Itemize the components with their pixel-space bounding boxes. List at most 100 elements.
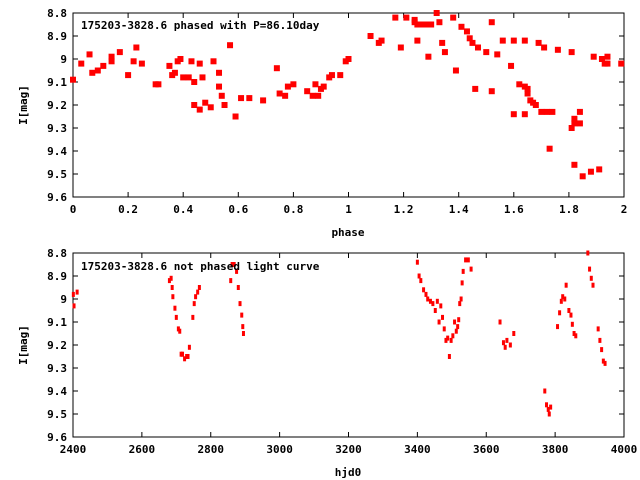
phased-data-point [196, 60, 203, 67]
phased-data-point [535, 39, 542, 46]
unphased-data-point [241, 331, 245, 336]
unphased-data-point [545, 402, 549, 408]
phased-x-tick-label: 0.2 [118, 203, 138, 216]
unphased-data-point [444, 337, 448, 343]
phased-data-point [337, 72, 344, 79]
unphased-x-tick-label: 3400 [404, 443, 431, 456]
unphased-data-point [437, 319, 441, 325]
phased-x-tick-label: 1.8 [559, 203, 579, 216]
unphased-data-point [456, 324, 460, 330]
phased-data-point [171, 69, 178, 76]
unphased-data-point [589, 275, 593, 281]
phased-data-point [425, 53, 432, 60]
phased-data-point [78, 60, 85, 67]
phased-x-tick-label: 0.8 [283, 203, 303, 216]
phased-data-point [276, 90, 283, 97]
phased-data-point [282, 92, 289, 99]
phased-data-point [304, 88, 311, 95]
phased-data-point [315, 92, 322, 99]
unphased-data-point [512, 331, 516, 336]
phased-data-point [378, 37, 385, 44]
phased-data-point [571, 120, 578, 127]
phased-data-point [568, 125, 575, 131]
phased-data-point [596, 166, 603, 173]
phased-data-point [125, 72, 132, 79]
unphased-y-tick-label: 9.4 [47, 385, 67, 398]
phased-data-point [227, 42, 234, 49]
phased-data-point [428, 21, 435, 28]
unphased-data-point [459, 296, 463, 302]
phased-data-point [590, 53, 597, 60]
phased-data-point [541, 44, 548, 51]
unphased-data-point [574, 333, 578, 339]
unphased-data-point [464, 257, 468, 263]
phased-data-point [571, 115, 578, 122]
unphased-data-points [71, 250, 607, 417]
phased-y-tick-label: 9.6 [47, 191, 67, 204]
phased-data-point [108, 58, 115, 65]
unphased-data-point [505, 337, 509, 343]
phased-data-point [100, 62, 107, 69]
unphased-data-point [567, 308, 571, 313]
phased-data-point [576, 120, 583, 127]
phased-data-point [474, 44, 481, 51]
unphased-data-point [446, 335, 450, 341]
unphased-data-point [72, 303, 76, 309]
unphased-data-point [469, 266, 473, 272]
phased-data-point [232, 113, 239, 120]
unphased-y-tick-label: 9.2 [47, 339, 67, 352]
phased-data-point [458, 23, 465, 30]
phased-data-point [312, 81, 319, 88]
phased-data-point [328, 72, 335, 79]
unphased-data-point [549, 404, 553, 410]
phased-x-tick-label: 0.4 [173, 203, 193, 216]
unphased-x-axis-label: hjd0 [335, 466, 362, 479]
phased-data-point [94, 67, 101, 74]
phased-data-point [392, 14, 399, 21]
phased-data-point [133, 44, 140, 51]
unphased-data-point [230, 262, 234, 267]
unphased-data-point [426, 296, 430, 302]
phased-data-point [221, 102, 228, 108]
unphased-data-point [447, 354, 451, 359]
phased-data-point [604, 60, 611, 67]
unphased-data-point [431, 301, 435, 307]
phased-data-point [450, 14, 457, 21]
phased-data-point [290, 81, 297, 88]
phased-data-point [579, 173, 586, 180]
phased-data-point [483, 49, 490, 56]
unphased-data-point [572, 331, 576, 336]
unphased-data-point [591, 282, 595, 288]
unphased-data-point [171, 294, 175, 300]
unphased-data-point [181, 351, 185, 357]
phased-data-point [246, 95, 253, 102]
unphased-data-point [570, 321, 574, 327]
unphased-data-point [441, 314, 445, 320]
phased-data-point [284, 83, 291, 90]
phased-data-point [508, 62, 515, 69]
unphased-data-point [439, 303, 443, 309]
unphased-data-point [167, 278, 171, 284]
phased-y-tick-label: 8.9 [47, 30, 67, 43]
unphased-data-point [433, 308, 437, 313]
unphased-chart: 2400 2600 2800 3000 3200 3400 3600 3800 4000 8.8 8… [17, 247, 637, 479]
phased-data-point [568, 49, 575, 56]
unphased-data-point [501, 340, 505, 346]
unphased-data-point [559, 298, 563, 304]
unphased-y-tick-label: 9 [60, 293, 67, 306]
unphased-data-point [191, 314, 195, 320]
unphased-axis-ticks: 2400 2600 2800 3000 3200 3400 3600 3800 4000 8.8 8… [47, 247, 637, 456]
phased-data-point [469, 39, 476, 46]
phased-data-point [397, 44, 404, 51]
phased-data-point [466, 35, 473, 42]
phased-data-point [532, 102, 539, 108]
unphased-data-point [558, 310, 562, 316]
unphased-chart-title: 175203-3828.6 not phased light curve [81, 260, 320, 273]
phased-data-point [543, 108, 550, 115]
unphased-data-point [240, 312, 244, 318]
phased-data-point [571, 161, 578, 168]
unphased-data-point [442, 326, 446, 332]
phased-data-point [494, 51, 501, 58]
unphased-data-point [197, 285, 201, 290]
